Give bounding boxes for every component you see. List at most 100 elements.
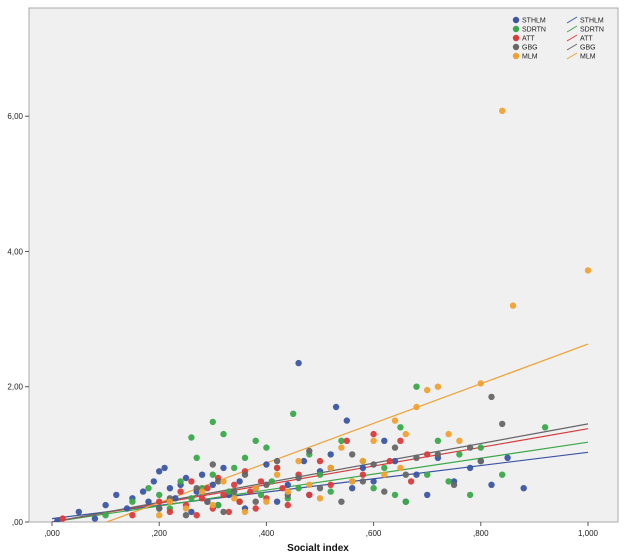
point-sdrtn-31 [381, 464, 388, 472]
point-att-33 [407, 478, 415, 485]
point-att-29 [359, 471, 367, 478]
point-mlm-5 [220, 478, 227, 485]
point-gbg-14 [295, 474, 302, 482]
legend-line-sthlm [566, 16, 578, 24]
point-att-31 [386, 457, 393, 465]
point-att-14 [231, 481, 238, 488]
point-sthlm-2 [91, 515, 99, 522]
point-gbg-9 [241, 471, 249, 478]
point-mlm-26 [445, 430, 452, 438]
point-att-30 [370, 430, 377, 438]
point-mlm-27 [456, 437, 463, 444]
point-sdrtn-40 [466, 491, 474, 499]
point-sthlm-14 [172, 495, 179, 502]
point-gbg-27 [450, 481, 458, 488]
point-sthlm-42 [391, 457, 399, 465]
point-att-9 [204, 485, 211, 492]
point-gbg-28 [466, 444, 474, 451]
point-att-3 [166, 508, 174, 516]
point-gbg-0 [156, 505, 163, 512]
point-att-34 [424, 451, 431, 458]
point-sdrtn-23 [295, 485, 302, 492]
legend-marker-gbg [512, 43, 520, 51]
point-sthlm-19 [198, 471, 206, 478]
point-sdrtn-17 [257, 491, 265, 499]
point-sthlm-7 [139, 488, 147, 495]
point-gbg-11 [263, 481, 270, 488]
point-sthlm-32 [300, 457, 308, 465]
point-mlm-18 [359, 457, 367, 465]
point-att-4 [177, 488, 184, 495]
point-sthlm-37 [343, 417, 350, 424]
point-sdrtn-36 [424, 471, 431, 478]
point-mlm-25 [434, 383, 442, 390]
point-att-8 [198, 495, 206, 502]
point-att-7 [193, 512, 200, 519]
point-att-27 [327, 481, 334, 488]
point-att-6 [188, 478, 195, 485]
point-mlm-2 [182, 505, 190, 512]
point-sdrtn-6 [188, 495, 195, 502]
point-sdrtn-2 [145, 485, 152, 492]
point-att-13 [225, 508, 233, 516]
legend-line-label-sthlm: STHLM [580, 18, 604, 25]
point-gbg-20 [359, 478, 367, 485]
point-gbg-2 [182, 512, 190, 519]
point-sthlm-10 [156, 468, 163, 475]
point-sthlm-41 [381, 437, 388, 444]
legend-marker-label-sthlm: STHLM [522, 18, 546, 25]
point-sthlm-52 [520, 485, 527, 492]
point-sdrtn-43 [541, 424, 549, 431]
point-att-18 [252, 505, 259, 512]
point-sdrtn-35 [413, 383, 420, 390]
point-mlm-22 [402, 430, 409, 438]
point-mlm-29 [499, 107, 506, 115]
point-att-28 [343, 437, 350, 444]
point-sdrtn-5 [177, 478, 184, 485]
point-mlm-30 [509, 302, 517, 309]
point-sthlm-16 [182, 474, 190, 482]
point-gbg-10 [252, 498, 259, 505]
point-att-26 [316, 457, 324, 465]
point-sdrtn-12 [225, 488, 233, 495]
plot-background [28, 7, 619, 523]
point-sdrtn-26 [327, 488, 334, 495]
point-sdrtn-18 [263, 444, 270, 451]
point-mlm-32 [397, 464, 404, 472]
point-att-19 [257, 478, 265, 485]
point-mlm-13 [306, 481, 313, 488]
point-gbg-24 [402, 471, 409, 478]
legend-marker-label-mlm: MLM [522, 54, 538, 61]
point-gbg-22 [381, 488, 388, 495]
point-mlm-0 [156, 512, 163, 519]
point-sdrtn-33 [397, 424, 404, 431]
point-sdrtn-42 [499, 471, 506, 478]
point-sdrtn-38 [445, 478, 452, 485]
point-gbg-25 [413, 454, 420, 461]
point-mlm-4 [209, 501, 216, 509]
point-gbg-26 [434, 451, 442, 458]
point-sdrtn-0 [102, 512, 109, 519]
y-tick-label-1: 2,00 [7, 383, 23, 392]
point-sthlm-51 [504, 454, 511, 461]
point-mlm-11 [284, 488, 291, 495]
legend: STHLM STHLM SDRTN SDRTN ATT ATT GBG GBG MLM MLM [512, 16, 604, 61]
point-mlm-14 [316, 495, 324, 502]
point-att-15 [236, 498, 243, 505]
point-att-32 [397, 437, 404, 444]
point-mlm-9 [263, 498, 270, 505]
legend-line-gbg [566, 43, 578, 51]
point-att-2 [156, 498, 163, 505]
point-sdrtn-1 [129, 498, 136, 505]
point-att-0 [59, 515, 66, 522]
point-sdrtn-19 [268, 478, 275, 485]
legend-marker-att [512, 34, 520, 42]
legend-line-mlm [566, 52, 578, 60]
point-sthlm-48 [466, 464, 474, 472]
point-sthlm-29 [273, 498, 281, 505]
point-sthlm-12 [161, 464, 168, 472]
point-att-1 [129, 512, 136, 519]
point-mlm-10 [273, 471, 281, 478]
point-att-23 [284, 501, 291, 509]
